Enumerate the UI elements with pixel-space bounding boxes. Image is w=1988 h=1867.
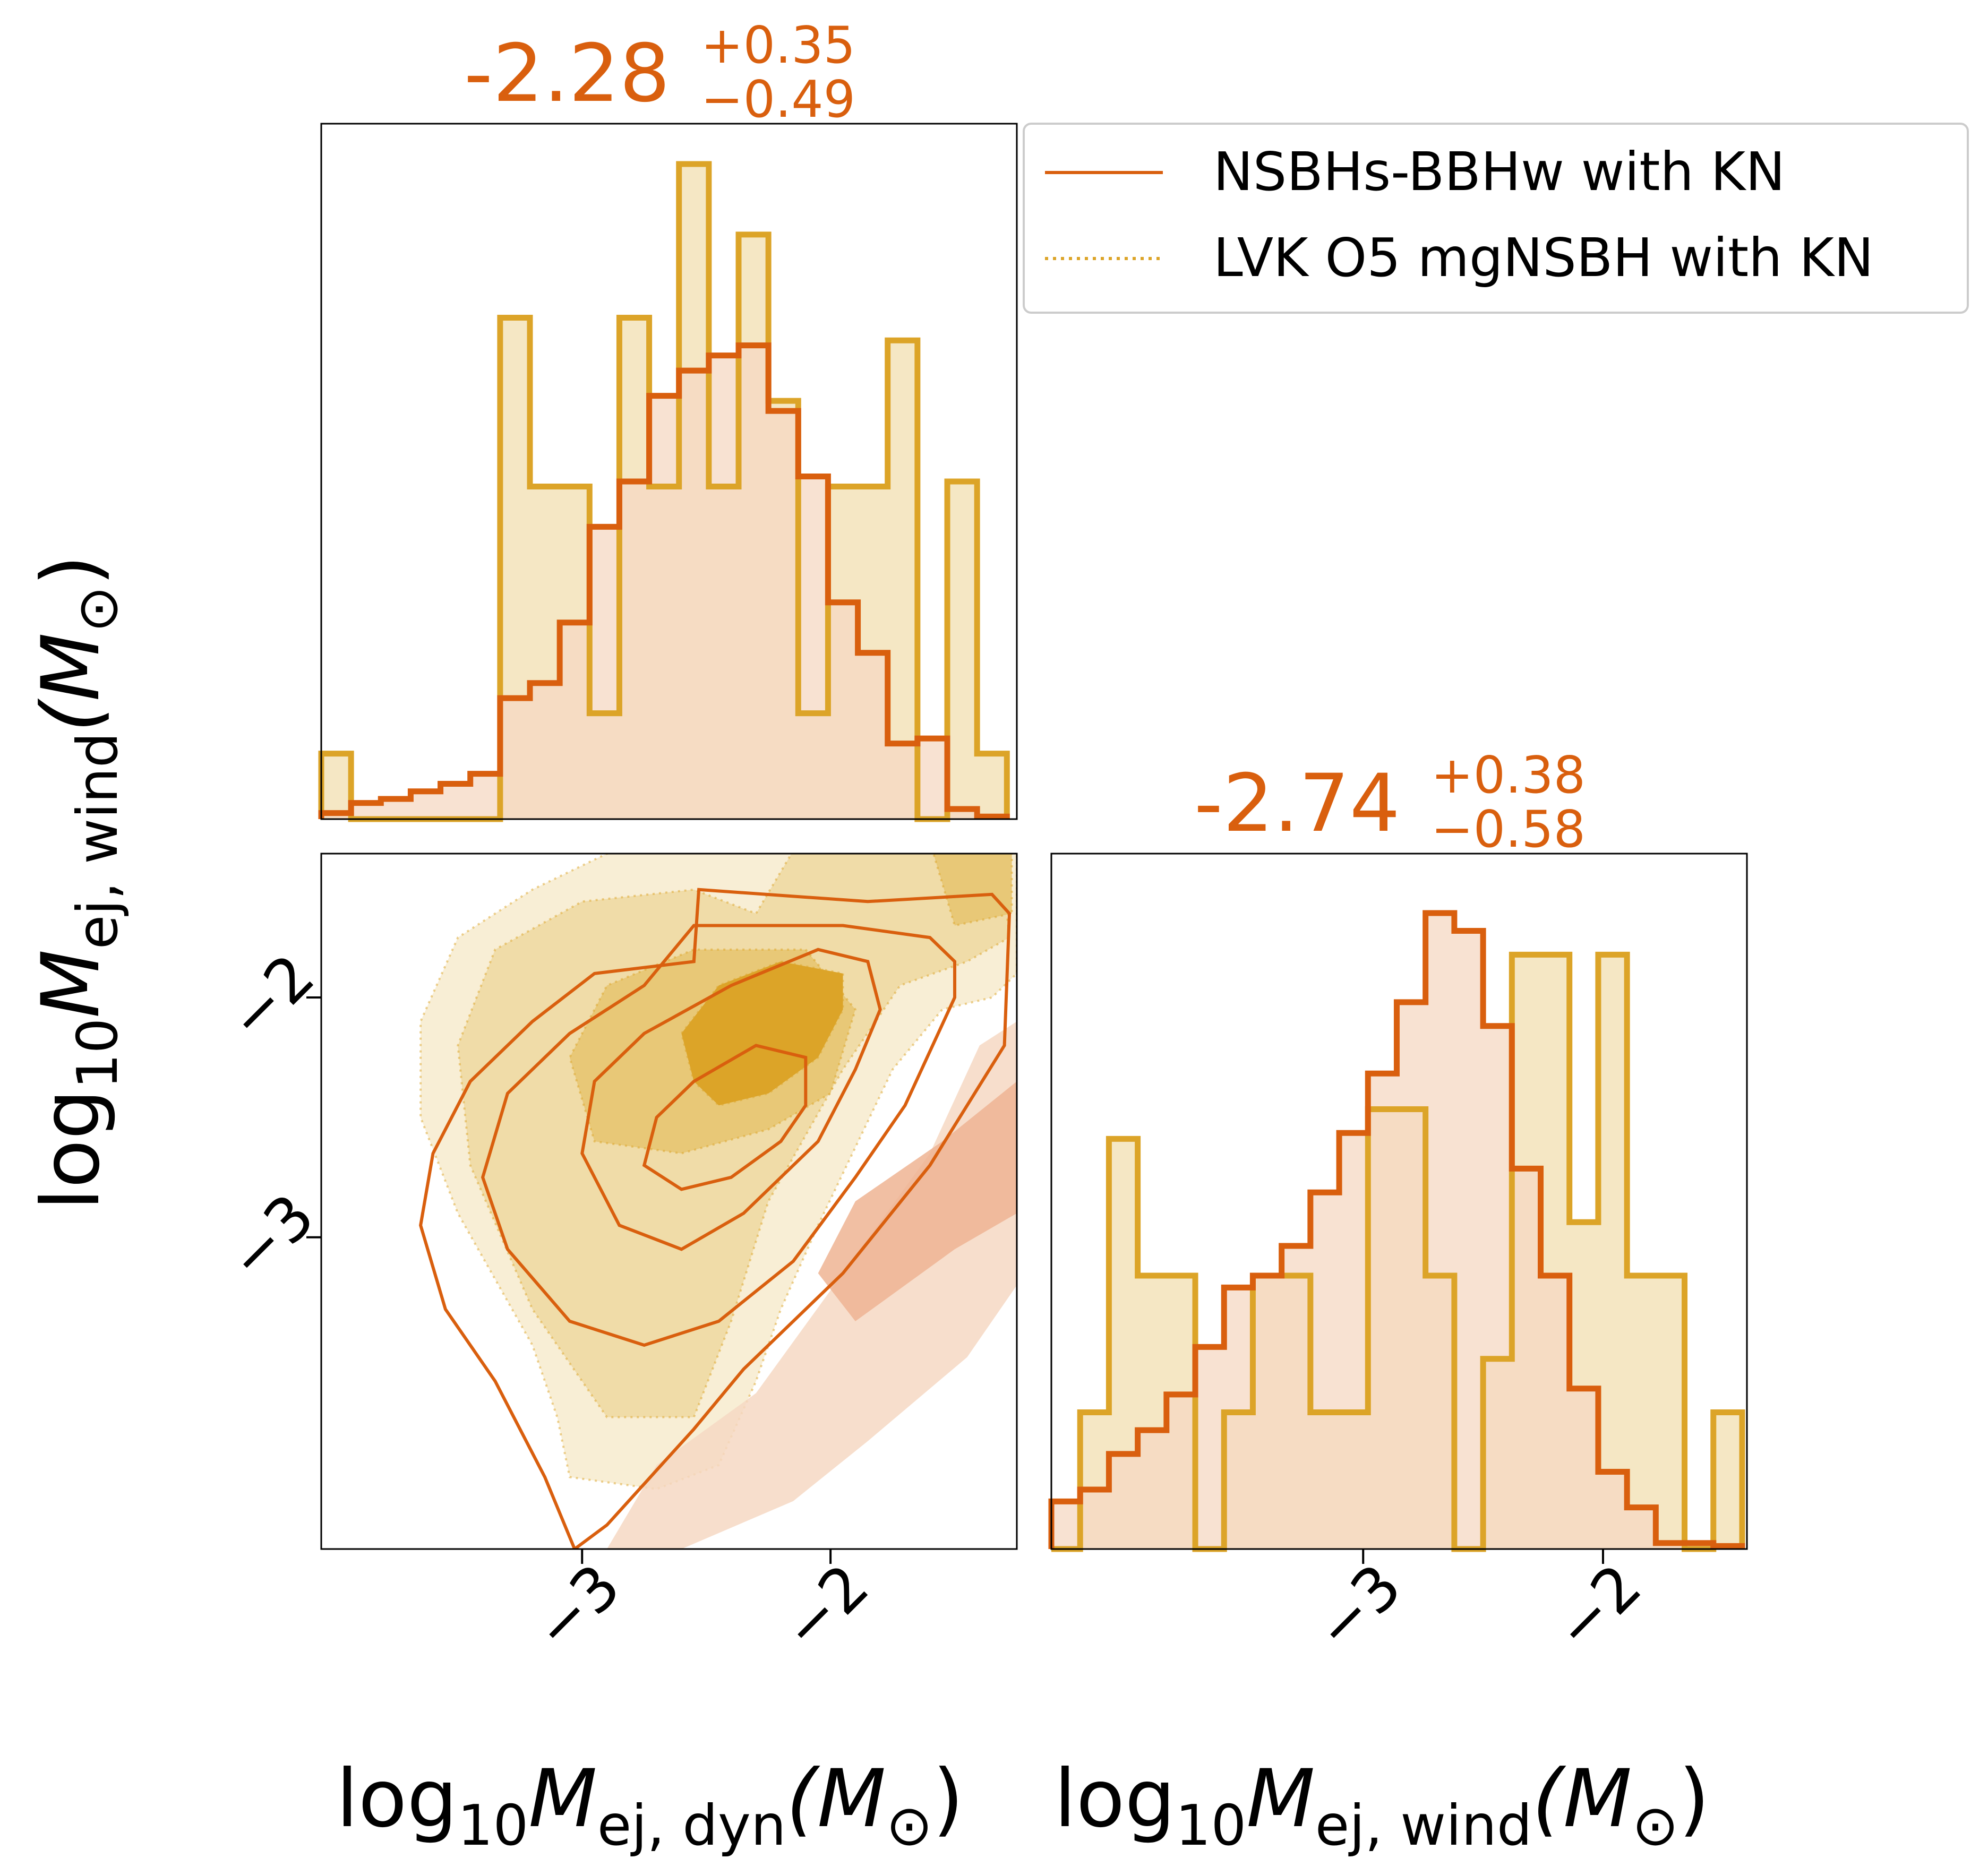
legend-label-lvk: LVK O5 mgNSBH with KN: [1213, 227, 1874, 289]
contour-1-level-1: [818, 1081, 1017, 1321]
contour-line-2: [580, 948, 882, 1251]
axes-frame: [320, 123, 1018, 820]
contour-line-3: [642, 1044, 808, 1191]
contour-line-0: [419, 888, 1012, 1549]
tick-label-x-dyn: −3: [520, 1551, 635, 1665]
hist-dyn-fill-0: [321, 345, 1007, 819]
legend: NSBHs-BBHw with KN LVK O5 mgNSBH with KN: [1023, 123, 1969, 314]
title-dyn: -2.28 +0.35 −0.49: [464, 16, 855, 129]
title-wind-median: -2.74: [1194, 758, 1400, 850]
contour-0-level-4: [680, 960, 844, 1107]
histogram-wind-panel: −3 −2: [1048, 853, 1748, 1665]
axes-frame: [320, 853, 1018, 1550]
title-wind: -2.74 +0.38 −0.58: [1194, 746, 1586, 859]
tick-label-x-wind: −3: [1301, 1551, 1416, 1665]
contour-2d-panel: −3 −2 −2 −3: [214, 853, 1018, 1665]
tick-label-y-wind: −2: [214, 941, 328, 1055]
legend-box: [1023, 123, 1969, 314]
x-axis-label-dyn: log10Mej, dyn(M⊙): [336, 1753, 964, 1858]
hist-dyn-outline-0: [318, 342, 1010, 820]
tick-label-x-wind: −2: [1541, 1551, 1655, 1665]
title-wind-minus: −0.58: [1431, 801, 1586, 859]
contour-0-level-2: [932, 854, 1013, 927]
legend-label-nsbh: NSBHs-BBHw with KN: [1213, 141, 1785, 203]
y-axis-label: log10Mej, wind(M⊙): [25, 555, 130, 1210]
title-dyn-minus: −0.49: [701, 71, 855, 129]
title-dyn-median: -2.28: [464, 28, 670, 120]
histogram-dyn-panel: [318, 123, 1018, 822]
contour-line-1: [481, 924, 956, 1347]
title-dyn-plus: +0.35: [701, 16, 855, 75]
hist-wind-outline-1: [1051, 951, 1745, 1552]
tick-label-x-dyn: −2: [768, 1551, 882, 1665]
contour-1-level-0: [607, 1021, 1017, 1549]
hist-wind-outline-0: [1048, 910, 1745, 1549]
title-wind-plus: +0.38: [1431, 746, 1586, 805]
axes-frame: [1050, 853, 1748, 1550]
tick-label-y-wind: −3: [214, 1181, 328, 1295]
x-axis-label-wind: log10Mej, wind(M⊙): [1054, 1753, 1710, 1858]
